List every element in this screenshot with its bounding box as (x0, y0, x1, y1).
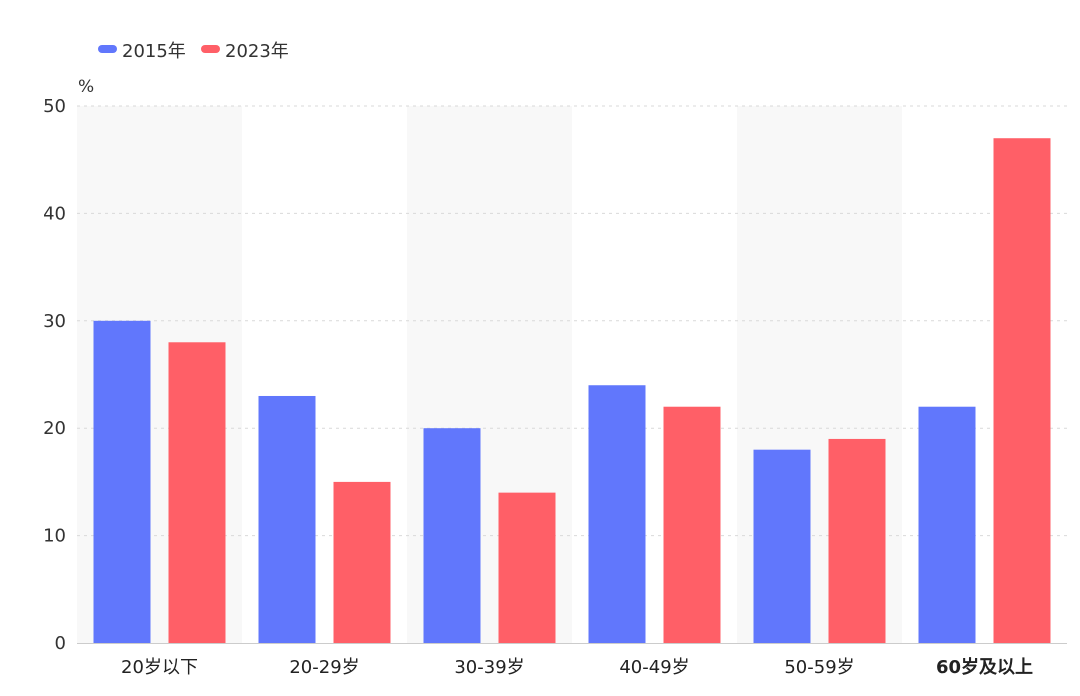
legend-label: 2023年 (225, 41, 289, 62)
bar-2023年-20-29岁 (333, 481, 391, 643)
bar-2023年-20岁以下 (168, 342, 226, 643)
bar-2023年-40-49岁 (663, 406, 721, 643)
bar-2015年-60岁及以上 (918, 406, 976, 643)
bars (93, 138, 1051, 643)
x-tick-label: 20-29岁 (289, 657, 359, 678)
bar-2015年-20岁以下 (93, 320, 151, 643)
y-tick-label: 20 (43, 418, 66, 439)
y-tick-label: 30 (43, 311, 66, 332)
x-tick-label: 50-59岁 (784, 657, 854, 678)
y-axis-unit-label: % (78, 77, 94, 97)
x-tick-label: 30-39岁 (454, 657, 524, 678)
bar-2015年-30-39岁 (423, 428, 481, 643)
legend-label: 2015年 (122, 41, 186, 62)
y-tick-label: 0 (55, 633, 66, 654)
bar-2023年-50-59岁 (828, 438, 886, 643)
legend: 2015年 2023年 (98, 41, 289, 62)
y-axis-ticks: 0 10 20 30 40 50 (43, 96, 66, 654)
legend-swatch (201, 45, 220, 53)
x-axis-labels: 20岁以下 20-29岁 30-39岁 40-49岁 50-59岁 60岁及以上 (121, 656, 1033, 678)
y-tick-label: 50 (43, 96, 66, 117)
x-tick-label: 60岁及以上 (936, 656, 1033, 678)
y-tick-label: 40 (43, 203, 66, 224)
x-tick-label: 20岁以下 (121, 657, 198, 678)
bar-2023年-60岁及以上 (993, 138, 1051, 643)
x-tick-label: 40-49岁 (619, 657, 689, 678)
bar-2015年-40-49岁 (588, 385, 646, 643)
category-bands (77, 106, 902, 643)
y-tick-label: 10 (43, 526, 66, 547)
legend-swatch (98, 45, 117, 53)
bar-2015年-20-29岁 (258, 395, 316, 643)
bar-2015年-50-59岁 (753, 449, 811, 643)
bar-2023年-30-39岁 (498, 492, 556, 643)
